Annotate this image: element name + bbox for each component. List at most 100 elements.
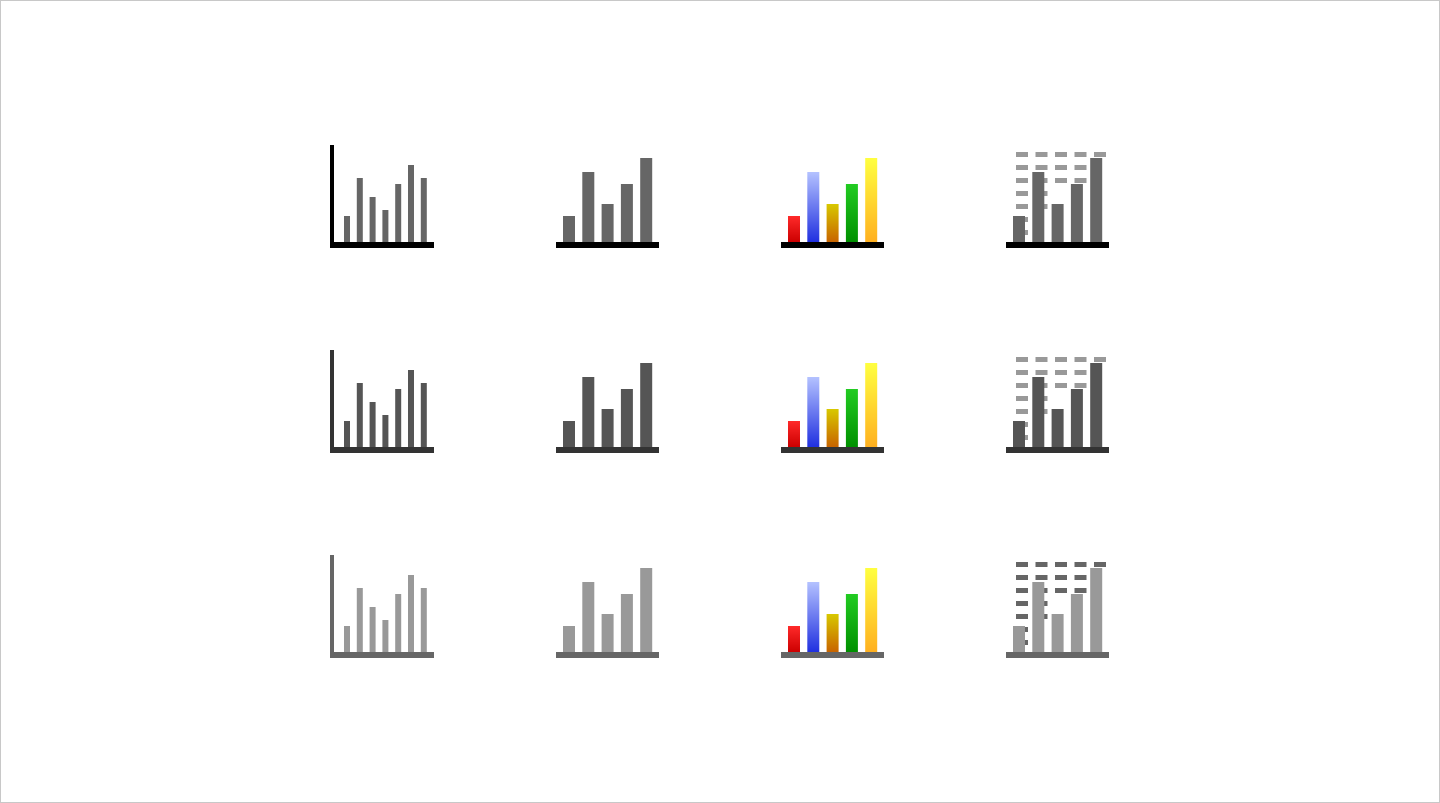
grid-dash xyxy=(1074,383,1087,388)
grid-dash xyxy=(1055,165,1067,170)
bar xyxy=(1051,614,1064,652)
grid-dash xyxy=(1035,575,1048,580)
bar xyxy=(420,178,427,242)
grid-dash xyxy=(1055,575,1067,580)
grid-dash xyxy=(1055,383,1067,388)
grid-dash xyxy=(1074,178,1087,183)
bar xyxy=(563,626,575,652)
grid-dash xyxy=(1016,575,1028,580)
thin-bar-chart-icon-light xyxy=(330,555,434,658)
grid-dash xyxy=(1016,409,1028,414)
bar xyxy=(1070,389,1083,447)
bar xyxy=(865,568,878,652)
grid-dash xyxy=(1074,588,1087,593)
grid-dash xyxy=(1094,562,1106,567)
bar xyxy=(1032,582,1045,652)
grid-dash xyxy=(1016,191,1028,196)
bar xyxy=(1032,172,1045,242)
thin-bar-chart-icon-medium xyxy=(330,350,434,453)
bar xyxy=(408,575,414,652)
bar xyxy=(620,594,633,652)
bar xyxy=(408,370,414,447)
grid-dash xyxy=(1016,383,1028,388)
bar xyxy=(1013,626,1025,652)
x-axis xyxy=(556,652,659,658)
bar xyxy=(826,614,839,652)
grid-dash xyxy=(1016,396,1028,401)
grid-dash xyxy=(1016,152,1028,157)
bar xyxy=(1070,184,1083,242)
bar xyxy=(1013,421,1025,447)
x-axis xyxy=(781,242,884,248)
grid-dash xyxy=(1074,562,1087,567)
bar xyxy=(1051,409,1064,447)
bar xyxy=(1051,204,1064,242)
bar xyxy=(563,421,575,447)
x-axis xyxy=(1006,652,1109,658)
y-axis xyxy=(330,350,334,453)
bar xyxy=(845,389,858,447)
bar xyxy=(382,620,389,652)
bar xyxy=(344,421,350,447)
bar xyxy=(563,216,575,242)
grid-dash xyxy=(1055,357,1067,362)
thin-bar-chart-icon-dark xyxy=(330,145,434,248)
color-bar-chart-icon-light xyxy=(781,568,884,658)
grid-dash xyxy=(1074,575,1087,580)
grid-dash xyxy=(1055,370,1067,375)
grid-dash xyxy=(1074,357,1087,362)
bar-chart-icon-dark xyxy=(556,158,659,248)
grid-dash xyxy=(1016,562,1028,567)
y-axis xyxy=(330,555,334,658)
bar xyxy=(420,383,427,447)
bar-chart-with-grid-icon-medium xyxy=(1006,357,1109,453)
grid-dash xyxy=(1055,588,1067,593)
bar xyxy=(356,383,363,447)
bar xyxy=(344,216,350,242)
x-axis xyxy=(556,242,659,248)
bar-chart-icon-medium xyxy=(556,363,659,453)
bar xyxy=(807,377,820,447)
grid-dash xyxy=(1055,152,1067,157)
bar xyxy=(601,614,614,652)
grid-dash xyxy=(1016,204,1028,209)
grid-dash xyxy=(1035,357,1048,362)
bar xyxy=(356,588,363,652)
grid-dash xyxy=(1016,588,1028,593)
bar xyxy=(356,178,363,242)
bar xyxy=(395,594,402,652)
bar-chart-icon-light xyxy=(556,568,659,658)
bar xyxy=(1090,158,1103,242)
bar xyxy=(788,216,800,242)
bar xyxy=(845,184,858,242)
grid-dash xyxy=(1016,178,1028,183)
bar xyxy=(369,607,376,652)
bar xyxy=(382,210,389,242)
bar xyxy=(807,582,820,652)
bar xyxy=(807,172,820,242)
bar xyxy=(582,377,595,447)
x-axis xyxy=(1006,242,1109,248)
bar xyxy=(640,568,653,652)
bar xyxy=(1013,216,1025,242)
grid-dash xyxy=(1074,370,1087,375)
bar xyxy=(845,594,858,652)
bar xyxy=(1090,363,1103,447)
grid-dash xyxy=(1094,152,1106,157)
bar xyxy=(865,158,878,242)
bar xyxy=(395,389,402,447)
grid-dash xyxy=(1035,370,1048,375)
x-axis xyxy=(330,652,434,658)
bar xyxy=(582,172,595,242)
bar xyxy=(620,389,633,447)
bar xyxy=(788,626,800,652)
color-bar-chart-icon-dark xyxy=(781,158,884,248)
grid-dash xyxy=(1074,152,1087,157)
bar xyxy=(1070,594,1083,652)
bar xyxy=(382,415,389,447)
bar xyxy=(420,588,427,652)
bar xyxy=(582,582,595,652)
bar xyxy=(640,158,653,242)
x-axis xyxy=(330,242,434,248)
